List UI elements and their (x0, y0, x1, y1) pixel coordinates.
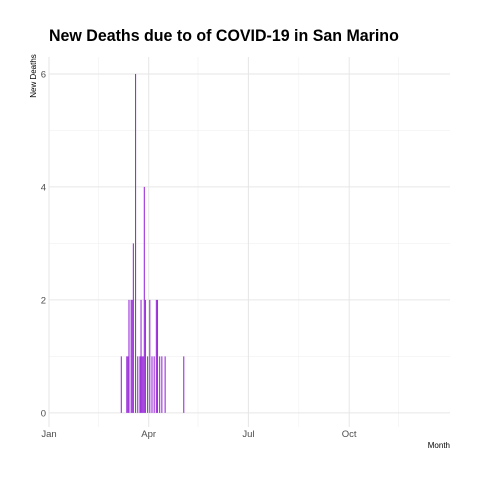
bar (120, 356, 122, 413)
bar (142, 356, 144, 413)
y-tick-label: 4 (41, 182, 46, 193)
x-axis-label: Month (428, 441, 450, 450)
y-tick-label: 6 (41, 69, 46, 80)
bar (126, 356, 128, 413)
bar (135, 73, 137, 413)
bar (155, 299, 157, 413)
bar (156, 299, 159, 413)
y-axis-label: New Deaths (29, 54, 38, 98)
chart-title: New Deaths due to of COVID-19 in San Mar… (49, 26, 399, 45)
bar (143, 186, 145, 413)
bar (147, 356, 149, 413)
x-tick-label: Oct (342, 429, 357, 440)
bar (131, 299, 133, 413)
bar (151, 356, 153, 413)
minor-gridlines (49, 57, 450, 427)
y-tick-label: 2 (41, 295, 46, 306)
bar (144, 299, 146, 413)
x-tick-label: Apr (141, 429, 156, 440)
bar (128, 299, 130, 413)
bar (159, 356, 161, 413)
bar (149, 299, 151, 413)
x-tick-label: Jan (41, 429, 56, 440)
y-tick-label: 0 (41, 408, 46, 419)
bar (164, 356, 166, 413)
bar (127, 356, 129, 413)
bar (140, 299, 142, 413)
bar (130, 299, 132, 413)
bar (161, 356, 163, 413)
bar (139, 356, 141, 413)
bars (120, 73, 185, 413)
x-tick-labels: Jan Apr Jul Oct (41, 429, 357, 440)
bar (137, 356, 139, 413)
y-tick-labels: 0 2 4 6 (41, 69, 46, 419)
bar (141, 356, 143, 413)
major-gridlines (48, 57, 450, 427)
bar (132, 243, 134, 413)
bar (153, 356, 155, 413)
x-tick-label: Jul (242, 429, 254, 440)
bar (183, 356, 185, 413)
